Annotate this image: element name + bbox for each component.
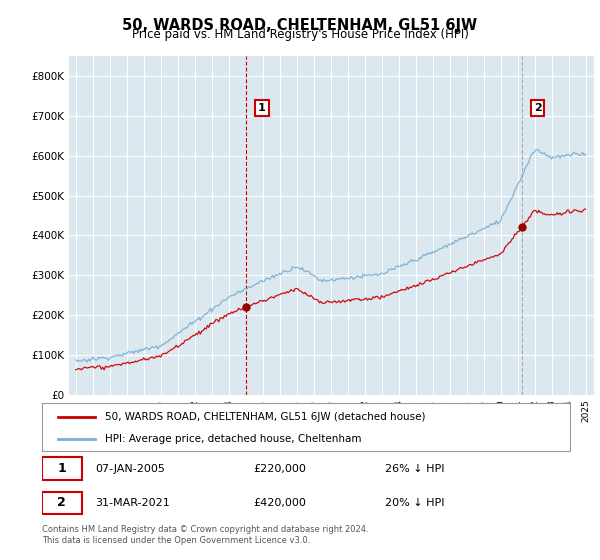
Text: 1: 1 [57,462,66,475]
Text: 31-MAR-2021: 31-MAR-2021 [95,498,170,508]
Text: 50, WARDS ROAD, CHELTENHAM, GL51 6JW: 50, WARDS ROAD, CHELTENHAM, GL51 6JW [122,18,478,33]
Text: Contains HM Land Registry data © Crown copyright and database right 2024.
This d: Contains HM Land Registry data © Crown c… [42,525,368,545]
Text: Price paid vs. HM Land Registry's House Price Index (HPI): Price paid vs. HM Land Registry's House … [131,28,469,41]
Text: 20% ↓ HPI: 20% ↓ HPI [385,498,445,508]
Text: 2: 2 [533,103,541,113]
FancyBboxPatch shape [42,492,82,514]
Text: 26% ↓ HPI: 26% ↓ HPI [385,464,445,474]
Text: £420,000: £420,000 [253,498,306,508]
Text: 07-JAN-2005: 07-JAN-2005 [95,464,164,474]
Text: HPI: Average price, detached house, Cheltenham: HPI: Average price, detached house, Chel… [106,434,362,444]
FancyBboxPatch shape [42,403,570,451]
Text: 2: 2 [57,496,66,510]
Text: £220,000: £220,000 [253,464,306,474]
Text: 50, WARDS ROAD, CHELTENHAM, GL51 6JW (detached house): 50, WARDS ROAD, CHELTENHAM, GL51 6JW (de… [106,413,426,422]
Text: 1: 1 [258,103,266,113]
FancyBboxPatch shape [42,458,82,480]
